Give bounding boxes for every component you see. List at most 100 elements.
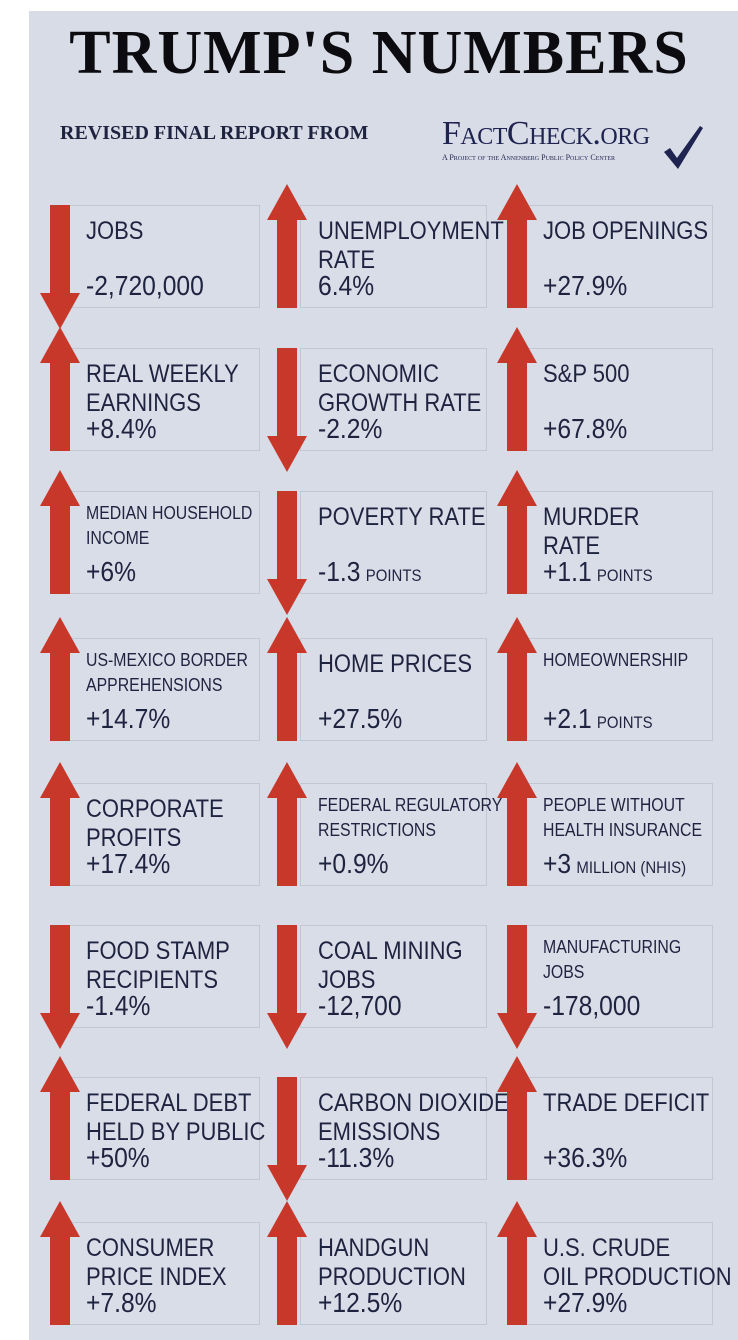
stat-label: JOB OPENINGS <box>543 217 708 246</box>
stat-label-line: HEALTH INSURANCE <box>543 820 703 840</box>
stat-card <box>300 783 487 886</box>
stat-value-row: -12,700 <box>318 991 402 1021</box>
stat-label: S&P 500 <box>543 360 629 389</box>
stat-label-line: JOB OPENINGS <box>543 217 709 245</box>
stat-value-row: -178,000 <box>543 991 640 1021</box>
stat-label-line: HOME PRICES <box>318 650 473 678</box>
stat-card <box>525 925 713 1028</box>
stat-value: +36.3% <box>543 1142 628 1173</box>
stat-card <box>525 1077 713 1180</box>
stat-value: +0.9% <box>318 848 389 879</box>
stat-label-line: MANUFACTURING <box>543 937 682 957</box>
arrow-down-icon <box>267 1077 307 1201</box>
stat-label-line: CONSUMER <box>86 1234 215 1262</box>
stat-unit: MILLION (NHIS) <box>576 858 687 877</box>
stat-label-line: PRODUCTION <box>318 1263 466 1291</box>
arrow-up-icon <box>40 617 80 741</box>
stat-label: HOME PRICES <box>318 650 472 679</box>
stat-label-line: APPREHENSIONS <box>86 675 223 695</box>
stat-card <box>68 638 260 741</box>
stat-label-line: COAL MINING <box>318 937 463 965</box>
stat-value: +17.4% <box>86 848 171 879</box>
arrow-up-icon <box>497 617 537 741</box>
stat-card <box>525 348 713 451</box>
stat-label-line: UNEMPLOYMENT <box>318 217 504 245</box>
stat-label: FEDERAL DEBT HELD BY PUBLIC <box>86 1089 265 1147</box>
stat-label: FEDERAL REGULATORY RESTRICTIONS <box>318 793 502 843</box>
arrow-up-icon <box>497 762 537 886</box>
stat-unit: POINTS <box>365 566 422 585</box>
arrow-up-icon <box>497 1201 537 1325</box>
stat-value-row: +7.8% <box>86 1288 157 1318</box>
stat-value-row: +12.5% <box>318 1288 402 1318</box>
stat-label: US-MEXICO BORDER APPREHENSIONS <box>86 648 248 698</box>
stat-label: ECONOMIC GROWTH RATE <box>318 360 481 418</box>
stat-label-line: MEDIAN HOUSEHOLD <box>86 503 253 523</box>
stat-label-line: TRADE DEFICIT <box>543 1089 710 1117</box>
stat-label-line: RECIPIENTS <box>86 966 219 994</box>
stat-label-line: PEOPLE WITHOUT <box>543 795 685 815</box>
stat-label: POVERTY RATE <box>318 503 486 532</box>
stat-label: CORPORATE PROFITS <box>86 795 224 853</box>
stat-label-line: HANDGUN <box>318 1234 430 1262</box>
stat-label: HANDGUN PRODUCTION <box>318 1234 466 1292</box>
arrow-up-icon <box>267 762 307 886</box>
stat-value: -2.2% <box>318 413 383 444</box>
stat-label: U.S. CRUDE OIL PRODUCTION <box>543 1234 732 1292</box>
stat-value: +14.7% <box>86 703 171 734</box>
stat-card <box>525 1222 713 1325</box>
stat-value-row: +14.7% <box>86 704 170 734</box>
stat-value-row: +2.1 POINTS <box>543 704 653 738</box>
stat-value: -12,700 <box>318 990 402 1021</box>
arrow-down-icon <box>267 491 307 615</box>
stat-value: -2,720,000 <box>86 270 204 301</box>
stat-label: UNEMPLOYMENT RATE <box>318 217 504 275</box>
stat-label: TRADE DEFICIT <box>543 1089 709 1118</box>
stat-label-line: JOBS <box>318 966 376 994</box>
stat-label-line: POVERTY RATE <box>318 503 486 531</box>
arrow-up-icon <box>267 184 307 308</box>
arrow-up-icon <box>497 470 537 594</box>
stat-label: CONSUMER PRICE INDEX <box>86 1234 227 1292</box>
stat-label-line: REAL WEEKLY <box>86 360 239 388</box>
stat-card <box>300 925 487 1028</box>
subtitle: REVISED FINAL REPORT FROM <box>60 122 369 144</box>
arrow-up-icon <box>497 1056 537 1180</box>
stat-label-line: EARNINGS <box>86 389 201 417</box>
stat-value-row: -11.3% <box>318 1143 394 1173</box>
stat-label-line: ECONOMIC <box>318 360 439 388</box>
stat-label-line: FOOD STAMP <box>86 937 230 965</box>
stat-card <box>68 348 260 451</box>
stat-value-row: +17.4% <box>86 849 170 879</box>
stat-label: JOBS <box>86 217 143 246</box>
stat-label: MEDIAN HOUSEHOLD INCOME <box>86 501 252 551</box>
stat-value: +50% <box>86 1142 150 1173</box>
stat-label: PEOPLE WITHOUT HEALTH INSURANCE <box>543 793 702 843</box>
stat-value-row: 6.4% <box>318 271 374 301</box>
stat-value: +1.1 <box>543 556 592 587</box>
stat-label: COAL MINING JOBS <box>318 937 463 995</box>
stat-value-row: +27.5% <box>318 704 402 734</box>
stat-label-line: S&P 500 <box>543 360 630 388</box>
stat-label-line: MURDER <box>543 503 640 531</box>
stat-value-row: -2.2% <box>318 414 382 444</box>
arrow-up-icon <box>40 327 80 451</box>
stat-card <box>300 348 487 451</box>
stat-value: +27.5% <box>318 703 403 734</box>
stat-value-row: +6% <box>86 557 136 587</box>
arrow-up-icon <box>497 184 537 308</box>
stat-value: +27.9% <box>543 1287 628 1318</box>
stat-label-line: US-MEXICO BORDER <box>86 650 248 670</box>
stat-card <box>300 638 487 741</box>
checkmark-icon <box>664 126 703 169</box>
arrow-down-icon <box>267 348 307 472</box>
stat-value: 6.4% <box>318 270 375 301</box>
stat-card <box>525 491 713 594</box>
stat-label-line: PROFITS <box>86 824 182 852</box>
stat-value-row: +27.9% <box>543 1288 627 1318</box>
stat-label: REAL WEEKLY EARNINGS <box>86 360 239 418</box>
arrow-up-icon <box>267 1201 307 1325</box>
arrow-up-icon <box>40 762 80 886</box>
stat-value: +8.4% <box>86 413 157 444</box>
stat-value-row: +27.9% <box>543 271 627 301</box>
